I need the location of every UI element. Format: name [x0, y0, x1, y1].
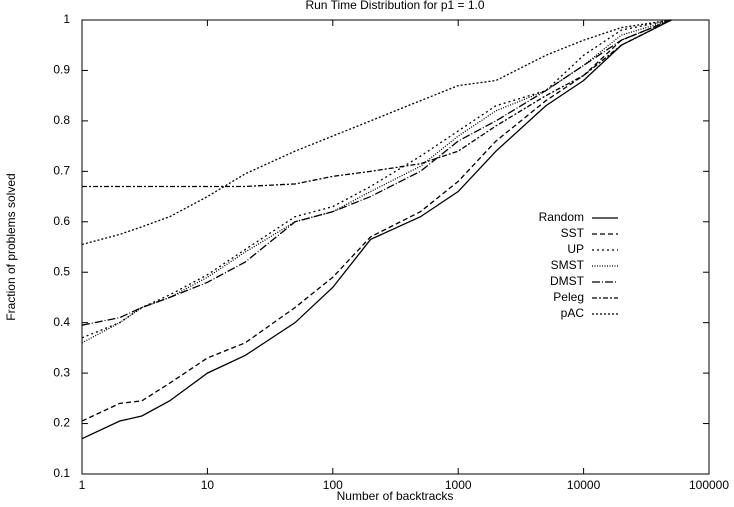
y-tick-label: 0.4	[53, 315, 70, 329]
x-axis-label: Number of backtracks	[337, 489, 454, 503]
y-tick-label: 0.6	[53, 214, 70, 228]
legend-label: pAC	[561, 306, 585, 320]
legend-label: Peleg	[553, 290, 584, 304]
x-tick-label: 10	[201, 478, 215, 492]
series-line	[81, 19, 672, 339]
series-line	[82, 19, 672, 188]
legend-label: SST	[561, 226, 585, 240]
x-tick-label: 10000	[567, 478, 601, 492]
y-tick-label: 0.8	[53, 113, 70, 127]
chart-title: Run Time Distribution for p1 = 1.0	[305, 0, 484, 12]
series-line	[81, 19, 672, 422]
x-tick-label: 100000	[689, 478, 729, 492]
x-tick-label: 100	[323, 478, 343, 492]
y-tick-label: 0.9	[53, 63, 70, 77]
series-line	[81, 19, 672, 326]
legend-label: SMST	[551, 258, 585, 272]
y-tick-label: 0.2	[53, 416, 70, 430]
legend-label: Random	[539, 210, 584, 224]
y-tick-label: 1	[63, 12, 70, 26]
plot-frame	[81, 19, 710, 475]
legend-label: UP	[567, 242, 584, 256]
y-tick-label: 0.3	[53, 365, 70, 379]
y-axis-label: Fraction of problems solved	[4, 173, 18, 320]
series-line	[81, 19, 672, 246]
series-line	[81, 19, 672, 440]
legend-label: DMST	[550, 274, 585, 288]
y-tick-label: 0.7	[53, 164, 70, 178]
x-tick-label: 1000	[445, 478, 472, 492]
y-tick-label: 0.5	[53, 264, 70, 278]
x-tick-label: 1	[79, 478, 86, 492]
y-tick-label: 0.1	[53, 466, 70, 480]
